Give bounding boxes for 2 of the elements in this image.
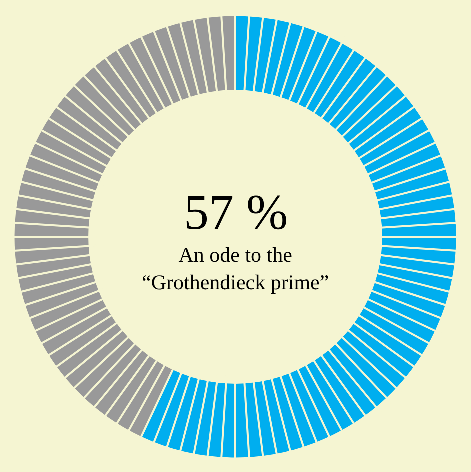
text: An ode to the “Grothendieck prime”: [142, 243, 330, 294]
text: 57 %: [184, 184, 288, 240]
